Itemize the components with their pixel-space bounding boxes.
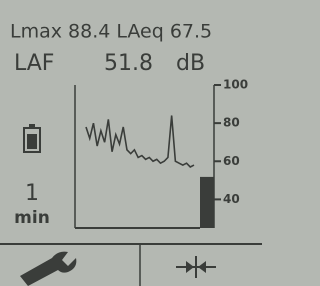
battery-charge xyxy=(27,134,37,149)
level-label: LAF xyxy=(14,51,54,76)
scale-label: 40 xyxy=(223,192,240,206)
battery-tip xyxy=(29,124,35,128)
scale-label: 100 xyxy=(223,78,248,92)
level-value: 51.8 xyxy=(104,51,153,76)
max-eq-readout: Lmax 88.4 LAeq 67.5 xyxy=(10,21,212,43)
lcd-screen: Lmax 88.4 LAeq 67.5 LAF 51.8 dB 1 min 10… xyxy=(0,0,262,286)
level-bar xyxy=(200,177,214,228)
level-unit: dB xyxy=(176,51,205,76)
interval-value: 1 xyxy=(25,181,39,206)
scale-label: 80 xyxy=(223,116,240,130)
scale-label: 60 xyxy=(223,154,240,168)
interval-unit: min xyxy=(14,208,50,228)
